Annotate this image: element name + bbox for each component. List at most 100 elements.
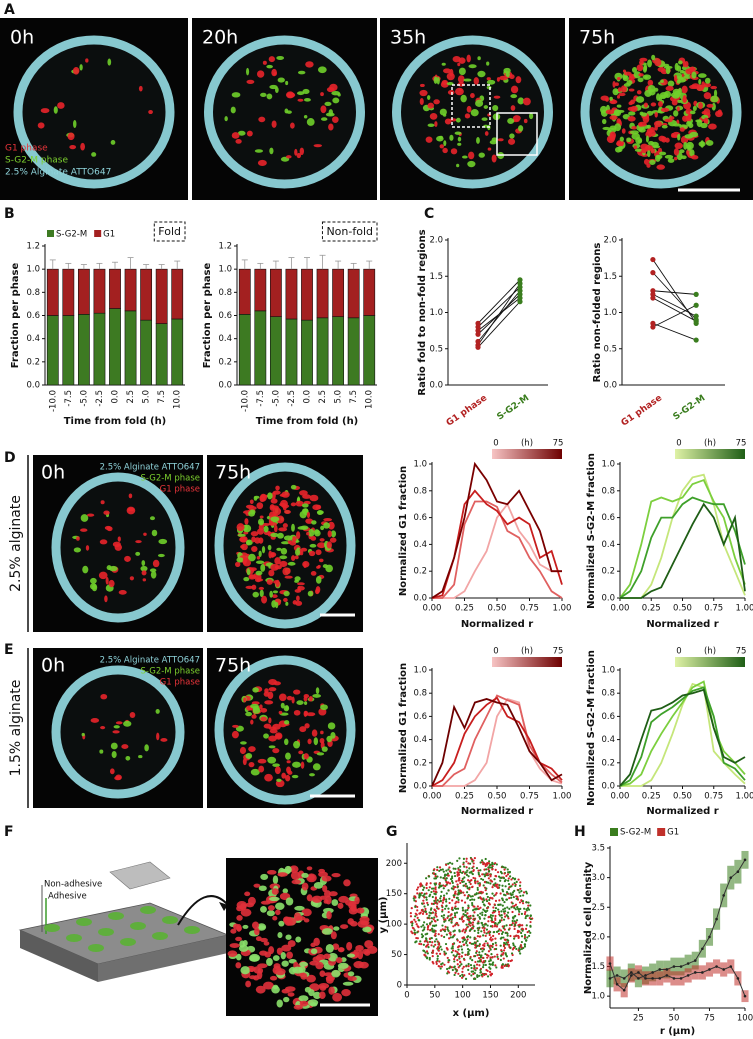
series-line bbox=[619, 686, 746, 787]
cell bbox=[637, 77, 644, 83]
texture-dot bbox=[467, 915, 470, 918]
cell bbox=[278, 693, 287, 702]
cell bbox=[252, 591, 259, 598]
texture-dot bbox=[426, 901, 429, 904]
cell bbox=[323, 899, 329, 904]
cell bbox=[466, 105, 472, 113]
texture-dot bbox=[526, 914, 529, 917]
cell bbox=[301, 872, 309, 878]
series-line bbox=[431, 461, 562, 599]
texture-dot bbox=[511, 883, 514, 886]
x-tick-label: 50 bbox=[669, 1014, 680, 1024]
cell bbox=[282, 888, 289, 894]
cell bbox=[317, 564, 321, 569]
texture-dot bbox=[448, 901, 451, 905]
legend-text: S-G2-M phase bbox=[5, 156, 68, 166]
colorbar-label: 75 bbox=[553, 439, 564, 449]
point bbox=[722, 968, 725, 971]
texture-dot bbox=[464, 953, 467, 956]
cell bbox=[321, 928, 333, 935]
cell bbox=[85, 58, 89, 63]
texture-dot bbox=[450, 966, 453, 969]
texture-dot bbox=[477, 873, 480, 876]
texture-dot bbox=[448, 897, 451, 900]
texture-dot bbox=[500, 919, 503, 922]
texture-dot bbox=[441, 868, 444, 871]
pair-line bbox=[477, 301, 521, 348]
texture-dot bbox=[478, 926, 481, 929]
texture-dot bbox=[462, 965, 465, 968]
texture-dot bbox=[446, 956, 449, 960]
texture-dot bbox=[428, 958, 431, 961]
cell bbox=[85, 545, 90, 551]
texture-dot bbox=[464, 909, 467, 912]
cell bbox=[121, 744, 129, 750]
cell bbox=[510, 85, 519, 94]
cell bbox=[69, 145, 77, 150]
cell bbox=[303, 701, 308, 705]
texture-dot bbox=[461, 877, 464, 880]
texture-dot bbox=[431, 951, 435, 954]
texture-dot bbox=[461, 936, 464, 940]
point bbox=[517, 284, 523, 290]
texture-dot bbox=[452, 935, 455, 938]
point bbox=[679, 977, 683, 980]
texture-dot bbox=[506, 943, 509, 946]
texture-dot bbox=[484, 864, 487, 868]
texture-dot bbox=[485, 873, 488, 876]
cell bbox=[143, 532, 147, 536]
texture-dot bbox=[463, 865, 466, 868]
texture-dot bbox=[435, 962, 438, 965]
cell bbox=[673, 156, 678, 161]
texture-dot bbox=[440, 885, 443, 888]
texture-dot bbox=[429, 928, 432, 932]
cell bbox=[231, 92, 241, 98]
cell bbox=[677, 77, 687, 83]
colorbar bbox=[675, 449, 745, 459]
cell bbox=[229, 943, 240, 948]
cell bbox=[484, 131, 489, 136]
y-tick-label: 0.6 bbox=[413, 513, 427, 523]
x-tick-label: 0 bbox=[404, 991, 409, 1001]
cell bbox=[347, 976, 357, 982]
texture-dot bbox=[491, 897, 494, 900]
cell bbox=[280, 702, 285, 709]
texture-dot bbox=[488, 864, 491, 867]
cell bbox=[475, 99, 484, 108]
cell bbox=[309, 494, 319, 502]
cell bbox=[248, 506, 257, 511]
cell bbox=[312, 763, 321, 771]
cell bbox=[450, 148, 458, 155]
texture-dot bbox=[521, 927, 524, 930]
bar bbox=[269, 268, 282, 317]
diagram-label: Non-adhesive bbox=[44, 880, 102, 890]
cell bbox=[115, 774, 122, 781]
texture-dot bbox=[434, 901, 437, 905]
cell bbox=[261, 595, 268, 604]
texture-dot bbox=[529, 914, 532, 917]
texture-dot bbox=[497, 910, 501, 913]
texture-dot bbox=[496, 923, 499, 926]
cell bbox=[127, 507, 135, 512]
cell bbox=[115, 721, 123, 725]
cell bbox=[292, 966, 303, 974]
panel-letter: H bbox=[574, 824, 586, 840]
texture-dot bbox=[495, 966, 498, 969]
texture-dot bbox=[457, 871, 460, 875]
texture-dot bbox=[465, 857, 468, 860]
cell bbox=[260, 905, 267, 913]
y-axis-label: Normalized S-G2-M fraction bbox=[586, 650, 597, 806]
y-axis-label: Normalized G1 fraction bbox=[398, 663, 409, 793]
texture-dot bbox=[426, 956, 429, 959]
cell bbox=[311, 895, 323, 903]
texture-dot bbox=[497, 929, 500, 932]
cell bbox=[331, 899, 339, 907]
x-tick-label: 0.25 bbox=[455, 604, 474, 614]
cell bbox=[301, 503, 309, 508]
cell bbox=[350, 920, 358, 927]
texture-dot bbox=[510, 885, 513, 888]
adhesive-spot bbox=[44, 924, 60, 932]
texture-dot bbox=[441, 910, 444, 913]
texture-dot bbox=[441, 901, 444, 904]
cell bbox=[67, 132, 75, 141]
